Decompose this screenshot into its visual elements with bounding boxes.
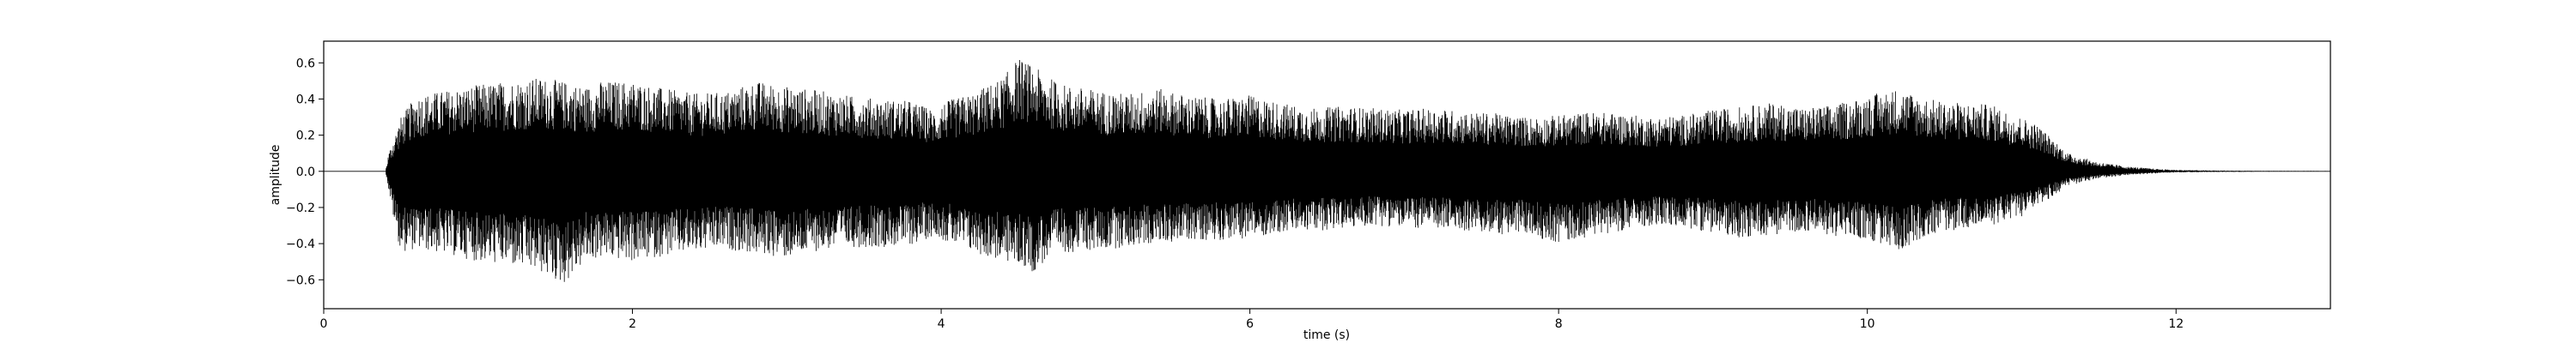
y-tick-label: 0.0 xyxy=(296,165,315,179)
x-tick-label: 8 xyxy=(1555,317,1563,331)
y-tick-label: −0.6 xyxy=(286,274,315,287)
x-tick-label: 0 xyxy=(320,317,328,331)
x-axis-label: time (s) xyxy=(1303,328,1350,342)
y-tick-label: 0.6 xyxy=(296,57,315,70)
y-tick-label: −0.4 xyxy=(286,238,315,251)
plot-area xyxy=(323,40,2331,310)
waveform-trace xyxy=(324,60,2331,282)
y-tick-label: −0.2 xyxy=(286,202,315,215)
x-axis: 0 2 4 6 8 10 12 xyxy=(320,309,2184,331)
x-tick-label: 2 xyxy=(629,317,636,331)
y-tick-label: 0.4 xyxy=(296,93,315,106)
x-tick-label: 10 xyxy=(1860,317,1875,331)
y-axis-label: amplitude xyxy=(269,145,283,206)
x-tick-label: 12 xyxy=(2168,317,2184,331)
x-tick-label: 6 xyxy=(1246,317,1254,331)
y-tick-label: 0.2 xyxy=(296,129,315,143)
x-tick-label: 4 xyxy=(938,317,945,331)
waveform-line xyxy=(324,60,2331,282)
y-axis: −0.6 −0.4 −0.2 0.0 0.2 0.4 0.6 xyxy=(286,57,324,287)
axes-frame xyxy=(323,40,2331,310)
